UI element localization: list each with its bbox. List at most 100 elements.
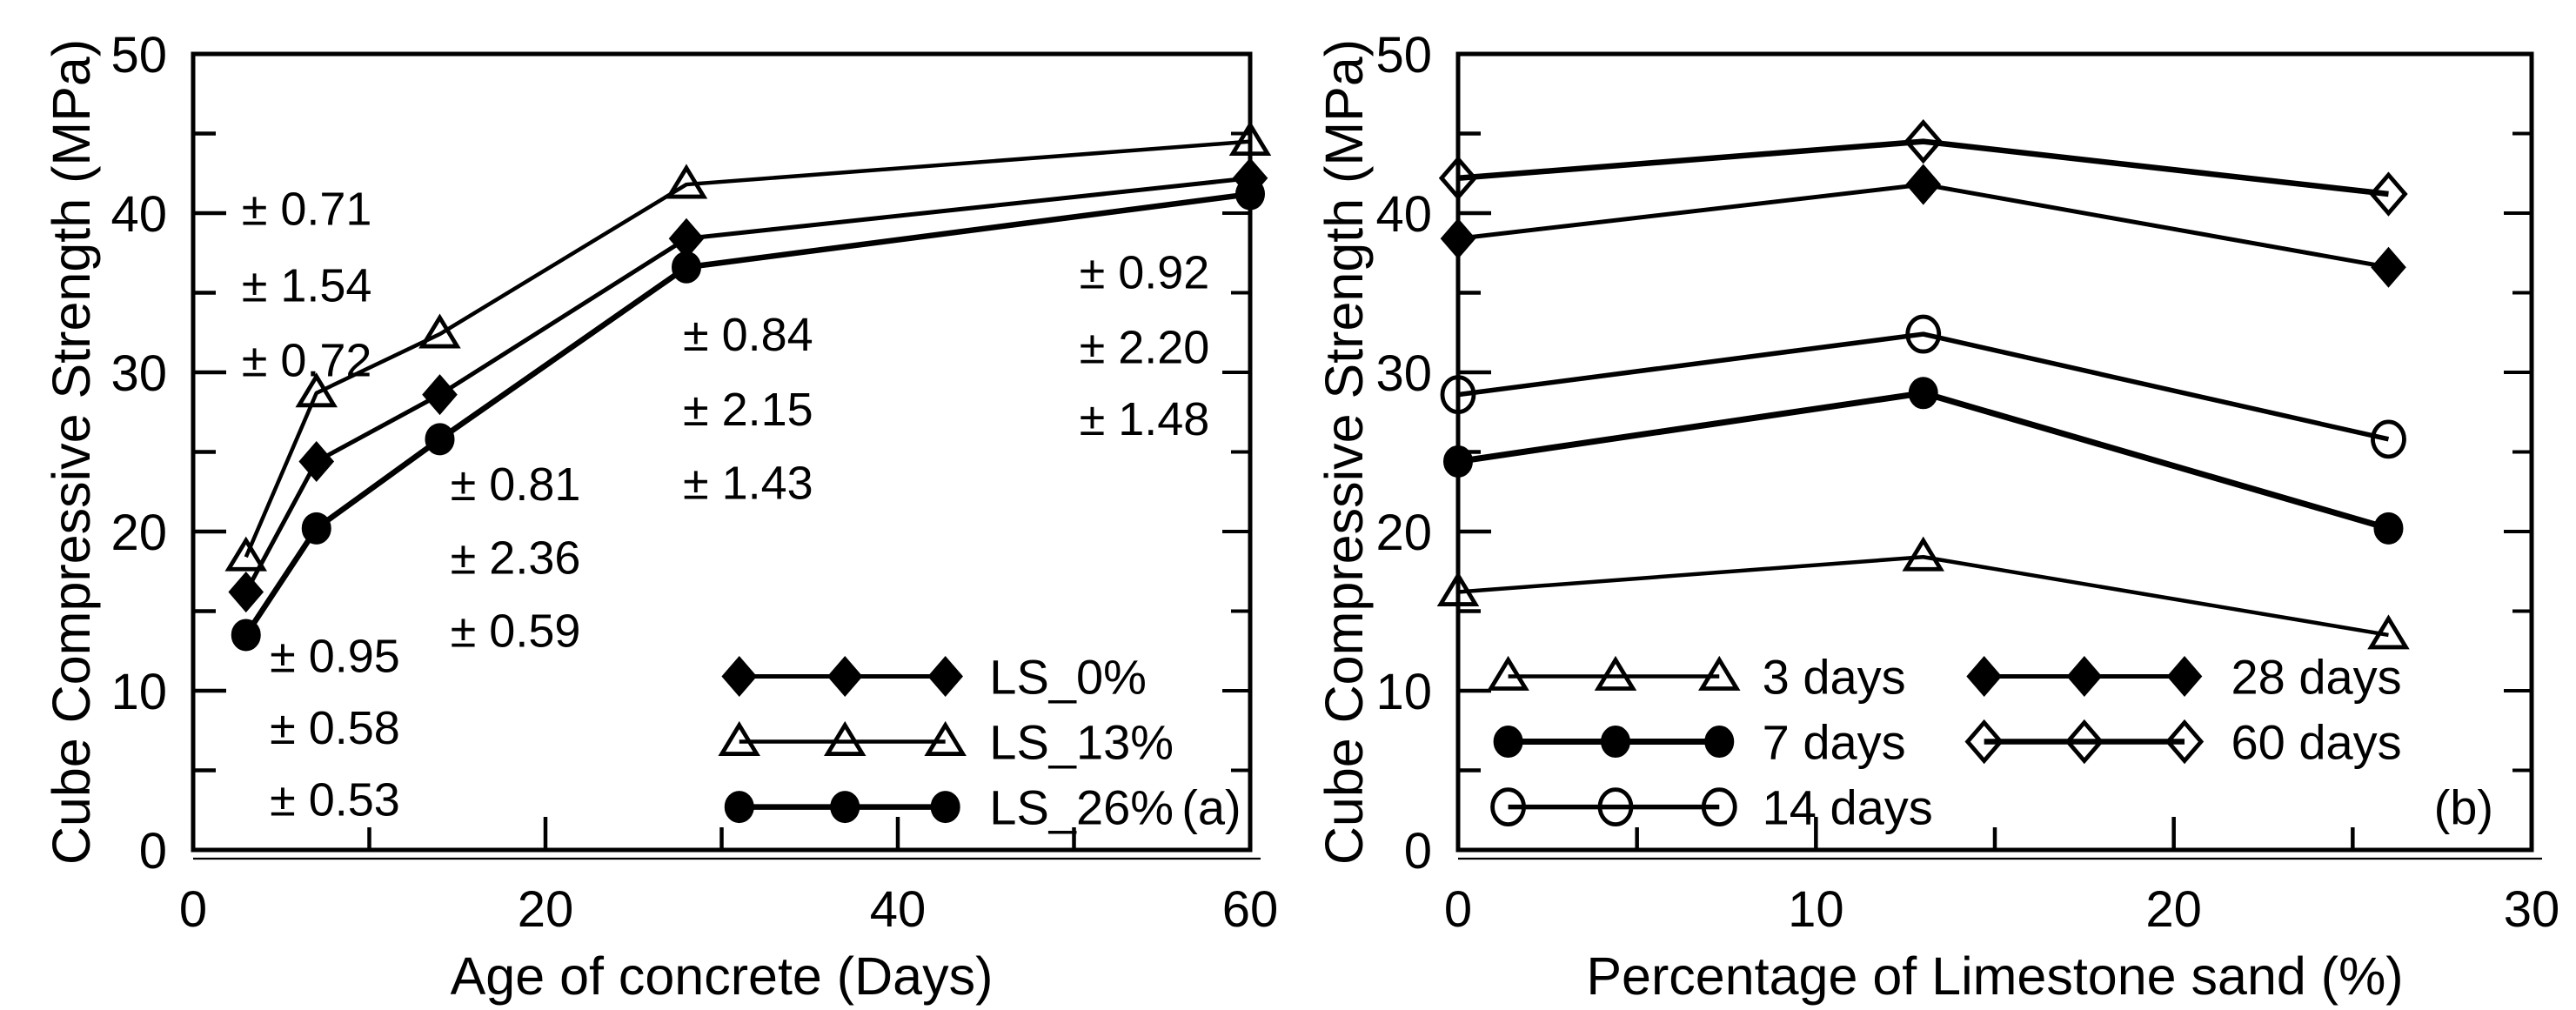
- series-line-3 days: [1457, 555, 2389, 638]
- marker-diamond-open: [1904, 118, 1943, 164]
- legend-entry-3 days: 3 days: [1487, 650, 1906, 705]
- marker-diamond-filled: [826, 656, 863, 698]
- diamond-open-glyph: [2369, 171, 2408, 217]
- legend-label: 60 days: [2231, 715, 2401, 770]
- stddev-annotation: ± 2.36: [451, 532, 581, 584]
- marker-triangle-open: [224, 536, 268, 572]
- marker-diamond-filled: [298, 440, 335, 483]
- x-axis-title: Age of concrete (Days): [451, 946, 994, 1006]
- triangle-open-glyph: [2367, 614, 2410, 650]
- stddev-annotation: ± 0.58: [270, 702, 400, 754]
- stddev-annotation: ± 1.48: [1080, 393, 1210, 445]
- marker-circle-open: [1701, 787, 1737, 826]
- legend-label: LS_13%: [989, 715, 1174, 770]
- triangle-open-glyph: [1228, 121, 1272, 157]
- stddev-annotation: ± 0.72: [242, 334, 372, 386]
- circle-filled-glyph: [830, 791, 860, 824]
- x-tick-label: 60: [1222, 881, 1279, 938]
- marker-circle-filled: [1600, 726, 1630, 759]
- marker-circle-filled: [672, 251, 701, 284]
- marker-diamond-filled: [422, 374, 458, 416]
- marker-circle-filled: [724, 791, 754, 824]
- stddev-annotation: ± 0.92: [1080, 247, 1210, 299]
- marker-circle-filled: [1908, 377, 1938, 410]
- triangle-open-glyph: [1698, 655, 1741, 691]
- y-axis-title: Cube Compressive Strength (MPa): [1315, 39, 1374, 865]
- legend-label: 7 days: [1763, 715, 1906, 770]
- marker-triangle-open: [418, 313, 461, 349]
- x-tick-label: 20: [518, 881, 574, 938]
- circle-filled-glyph: [231, 619, 261, 652]
- diamond-filled-glyph: [721, 656, 758, 698]
- marker-triangle-open: [2367, 614, 2410, 650]
- diamond-filled-glyph: [927, 656, 963, 698]
- series-LS_13%: [224, 121, 1272, 572]
- circle-open-glyph: [1905, 314, 1942, 354]
- marker-triangle-open: [1902, 536, 1944, 572]
- marker-circle-filled: [1235, 177, 1265, 211]
- legend-entry-28 days: 28 days: [1966, 650, 2402, 705]
- series-7 days: [1443, 377, 2404, 545]
- diamond-filled-glyph: [2166, 656, 2203, 698]
- legend-entry-LS_13%: LS_13%: [718, 715, 1174, 770]
- circle-filled-glyph: [301, 512, 331, 545]
- y-axis-title: Cube Compressive Strength (MPa): [42, 39, 101, 865]
- circle-open-glyph: [1597, 787, 1634, 826]
- x-axis-title: Percentage of Limestone sand (%): [1586, 946, 2403, 1006]
- marker-circle-open: [1597, 787, 1634, 826]
- marker-circle-open: [1440, 375, 1476, 415]
- marker-diamond-open: [1964, 719, 2004, 765]
- marker-triangle-open: [1228, 121, 1272, 157]
- circle-filled-glyph: [1493, 726, 1523, 759]
- marker-diamond-open: [2165, 719, 2205, 765]
- legend-entry-7 days: 7 days: [1493, 715, 1906, 770]
- y-tick-label: 0: [139, 823, 167, 880]
- stddev-annotation: ± 0.81: [451, 458, 581, 511]
- legend-label: 14 days: [1763, 780, 1933, 835]
- triangle-open-glyph: [1436, 571, 1480, 606]
- marker-diamond-open: [1438, 156, 1478, 201]
- circle-open-glyph: [1701, 787, 1737, 826]
- y-tick-label: 30: [110, 345, 167, 402]
- marker-diamond-filled: [228, 572, 264, 613]
- diamond-filled-glyph: [298, 440, 335, 483]
- triangle-open-glyph: [1902, 536, 1944, 572]
- legend-label: LS_26%: [989, 780, 1174, 835]
- stddev-annotation: ± 0.59: [451, 605, 581, 657]
- circle-open-glyph: [2371, 419, 2406, 459]
- diamond-open-glyph: [1964, 719, 2004, 765]
- diamond-open-glyph: [1438, 156, 1478, 201]
- circle-filled-glyph: [2373, 512, 2404, 545]
- y-tick-label: 0: [1404, 823, 1432, 880]
- marker-triangle-open: [665, 164, 708, 199]
- circle-filled-glyph: [930, 791, 960, 824]
- legend-label: 28 days: [2231, 650, 2401, 705]
- series-LS_26%: [231, 177, 1265, 652]
- diamond-filled-glyph: [2371, 246, 2406, 288]
- marker-circle-filled: [231, 619, 261, 652]
- series-line-LS_13%: [244, 139, 1251, 559]
- circle-filled-glyph: [1235, 177, 1265, 211]
- series-line-60 days: [1457, 138, 2389, 197]
- triangle-open-glyph: [823, 720, 866, 756]
- x-tick-label: 20: [2145, 881, 2202, 938]
- y-tick-label: 40: [110, 186, 167, 243]
- x-tick-label: 0: [1444, 881, 1472, 938]
- y-tick-label: 40: [1375, 186, 1432, 243]
- series-line-14 days: [1457, 331, 2390, 442]
- circle-filled-glyph: [1443, 445, 1473, 478]
- series-3 days: [1436, 536, 2410, 650]
- marker-diamond-filled: [1440, 217, 1476, 259]
- legend-entry-60 days: 60 days: [1964, 715, 2402, 770]
- diamond-filled-glyph: [826, 656, 863, 698]
- diamond-filled-glyph: [1966, 656, 2002, 698]
- marker-circle-filled: [301, 512, 331, 545]
- marker-triangle-open: [1594, 655, 1637, 691]
- diamond-filled-glyph: [228, 572, 264, 613]
- triangle-open-glyph: [418, 313, 461, 349]
- stddev-annotation: ± 1.54: [242, 259, 372, 311]
- stddev-annotation: ± 0.71: [242, 184, 372, 236]
- marker-diamond-filled: [2066, 656, 2103, 698]
